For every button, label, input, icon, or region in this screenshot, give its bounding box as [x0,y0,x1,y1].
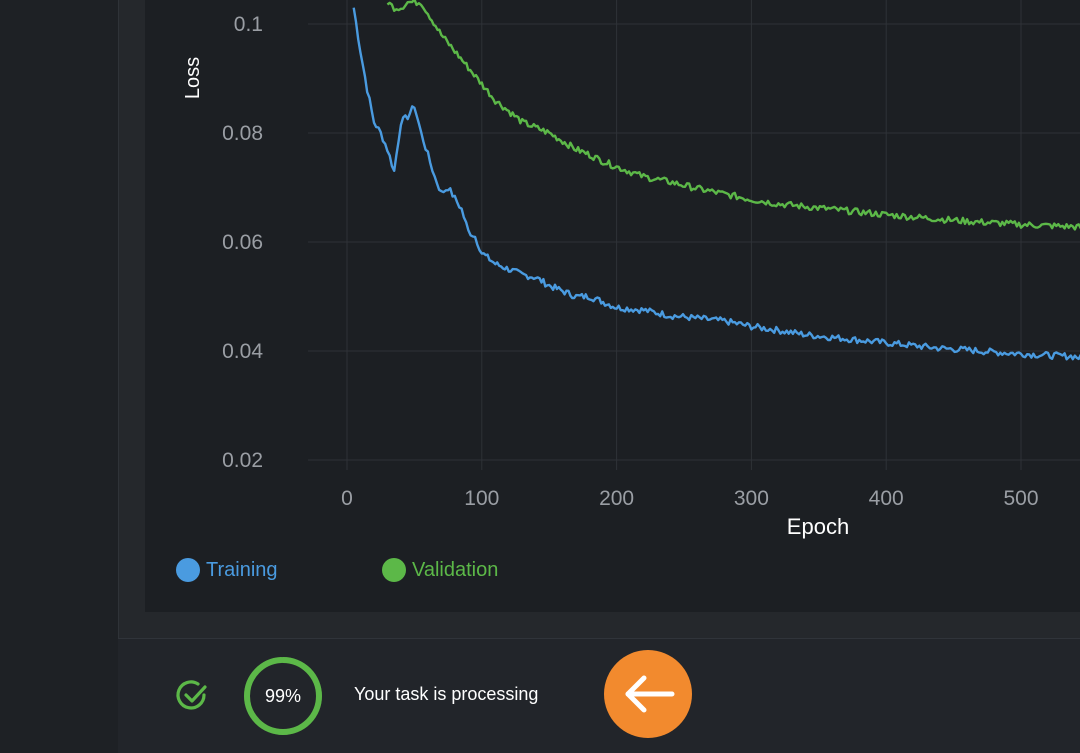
x-tick-label: 300 [734,487,769,510]
series-line-training [352,7,1080,361]
validation-dot-icon [382,558,406,582]
chart-legend: Training Validation [176,557,676,583]
x-axis-label: Epoch [787,514,849,539]
x-tick-label: 200 [599,487,634,510]
grid [308,0,1080,470]
legend-training-label: Training [206,558,278,581]
tick-labels: 0 100 200 300 400 500 0.02 0.04 0.06 0.08 0.1 [222,13,1038,510]
series-line-validation [386,0,1080,231]
x-tick-label: 0 [341,487,353,510]
x-tick-label: 500 [1003,487,1038,510]
y-tick-label: 0.1 [234,13,263,36]
check-circle-icon [176,680,207,710]
status-message: Your task is processing [354,684,539,704]
legend-validation-label: Validation [412,558,499,581]
y-tick-label: 0.06 [222,231,263,254]
training-dot-icon [176,558,200,582]
y-tick-label: 0.02 [222,449,263,472]
x-tick-label: 100 [464,487,499,510]
back-button[interactable] [604,650,692,738]
y-tick-label: 0.08 [222,122,263,145]
y-tick-label: 0.04 [222,340,263,363]
progress-ring [244,657,322,735]
series-layer [352,0,1080,361]
x-tick-label: 400 [869,487,904,510]
legend-item-training[interactable]: Training [176,557,278,583]
left-gutter [0,0,118,752]
loss-chart: 0 100 200 300 400 500 0.02 0.04 0.06 0.08 0.1 Epoc… [182,0,1080,539]
y-axis-label: Loss [182,57,204,99]
progress-percent: 99% [264,685,302,706]
status-footer [118,638,1080,753]
arrow-left-icon [625,675,675,713]
legend-item-validation[interactable]: Validation [382,557,498,583]
